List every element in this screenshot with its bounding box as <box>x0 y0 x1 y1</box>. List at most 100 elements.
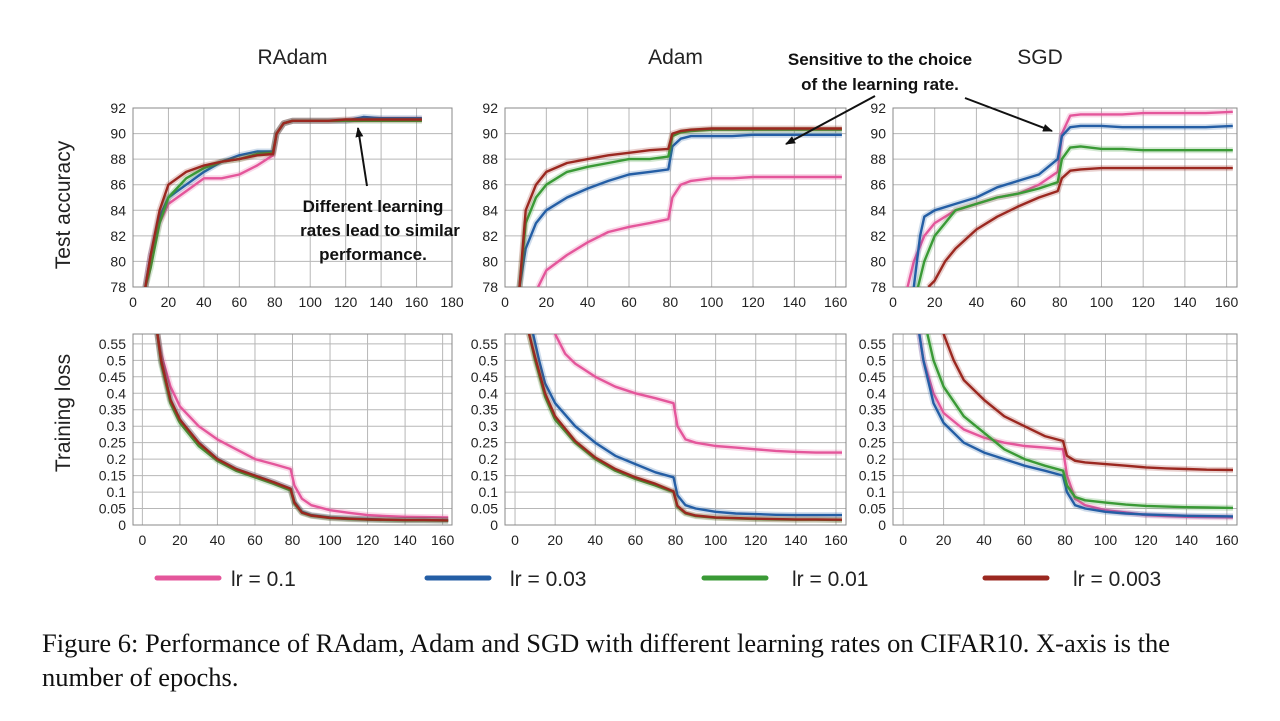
y-tick-label: 0.35 <box>471 402 498 418</box>
y-tick-label: 86 <box>870 177 886 193</box>
panel-sgd-accuracy: 0 20 40 60 80 100 120 140 160 78 80 82 84 86 88 90 92 SGD <box>870 46 1238 310</box>
panel-radam-accuracy: 0 20 40 60 80 100 120 140 160 180 78 80 82 84 86 88 90 92… <box>110 46 463 310</box>
x-tick-label: 60 <box>232 294 248 310</box>
annotation-sensitivity-line-2: of the learning rate. <box>801 75 959 94</box>
y-tick-label: 88 <box>110 151 126 167</box>
series-line-lr0.01 <box>916 145 1233 287</box>
x-tick-label: 160 <box>824 532 848 548</box>
series-line-lr0.01 <box>518 128 842 287</box>
x-tick-label: 100 <box>318 532 342 548</box>
x-tick-label: 20 <box>927 294 943 310</box>
y-tick-label: 0 <box>118 517 126 533</box>
series-band-lr0.01 <box>516 126 842 287</box>
x-tick-label: 60 <box>1010 294 1026 310</box>
y-tick-label: 0.5 <box>479 352 499 368</box>
legend: lr = 0.1 lr = 0.03 lr = 0.01 lr = 0.003 <box>154 568 1161 591</box>
panel-adam-accuracy: 0 20 40 60 80 100 120 140 160 78 80 82 84 86 88 90 92 Ada… <box>482 46 847 310</box>
x-tick-label: 80 <box>285 532 301 548</box>
y-tick-label: 84 <box>482 202 498 218</box>
x-tick-label: 140 <box>393 532 417 548</box>
y-tick-label: 90 <box>870 126 886 142</box>
legend-item-lr-0.03: lr = 0.03 <box>424 568 586 591</box>
x-tick-label: 120 <box>334 294 358 310</box>
x-tick-label: 20 <box>547 532 563 548</box>
series-line-lr0.1 <box>156 334 449 519</box>
x-tick-label: 140 <box>783 294 807 310</box>
x-tick-label: 120 <box>1134 532 1158 548</box>
x-tick-label: 180 <box>440 294 464 310</box>
x-tick-label: 160 <box>431 532 455 548</box>
x-tick-label: 0 <box>889 294 897 310</box>
x-tick-label: 20 <box>936 532 952 548</box>
series-group <box>904 108 1233 287</box>
y-tick-label: 92 <box>482 100 498 116</box>
x-tick-label: 120 <box>1132 294 1156 310</box>
x-tick-label: 100 <box>299 294 323 310</box>
y-tick-label: 0.25 <box>859 435 886 451</box>
series-group <box>142 114 422 287</box>
y-tick-label: 0.05 <box>471 501 498 517</box>
y-tick-label: 78 <box>870 279 886 295</box>
series-line-lr0.03 <box>531 334 842 517</box>
y-tick-label: 0.05 <box>859 501 886 517</box>
annotation-radam-line-3: performance. <box>319 245 427 264</box>
x-tick-label: 160 <box>1215 294 1239 310</box>
series-line-lr0.1 <box>554 334 842 454</box>
y-tick-label: 0.15 <box>99 468 126 484</box>
y-tick-label: 86 <box>110 177 126 193</box>
y-tick-label: 0.05 <box>99 501 126 517</box>
annotation-radam-line-2: rates lead to similar <box>300 221 460 240</box>
x-tick-label: 80 <box>267 294 283 310</box>
y-tick-label: 82 <box>870 228 886 244</box>
series-line-lr0.03 <box>912 124 1233 287</box>
x-tick-label: 160 <box>1215 532 1239 548</box>
x-tick-label: 100 <box>1094 532 1118 548</box>
y-tick-label: 78 <box>110 279 126 295</box>
y-tick-label: 0.45 <box>859 369 886 385</box>
annotation-radam: Different learning rates lead to similar… <box>300 127 460 264</box>
series-line-lr0.003 <box>942 334 1234 472</box>
series-band-lr0.1 <box>154 334 449 521</box>
y-tick-label: 0.55 <box>859 336 886 352</box>
x-tick-label: 100 <box>700 294 724 310</box>
legend-item-lr-0.01: lr = 0.01 <box>701 568 868 591</box>
series-line-lr0.003 <box>156 334 449 522</box>
x-tick-label: 40 <box>587 532 603 548</box>
x-tick-label: 140 <box>369 294 393 310</box>
y-tick-label: 84 <box>110 202 126 218</box>
y-tick-label: 0.15 <box>859 468 886 484</box>
x-tick-label: 120 <box>744 532 768 548</box>
legend-label-lr-0.1: lr = 0.1 <box>231 568 296 591</box>
y-tick-label: 82 <box>110 228 126 244</box>
series-group <box>916 334 1234 521</box>
y-tick-label: 0.3 <box>479 418 499 434</box>
series-band-lr0.1 <box>904 108 1233 287</box>
y-tick-label: 0.15 <box>471 468 498 484</box>
series-line-lr0.1 <box>537 175 842 287</box>
x-tick-label: 140 <box>1173 294 1197 310</box>
series-band-lr0.03 <box>516 131 842 287</box>
y-tick-label: 80 <box>870 253 886 269</box>
series-line-lr0.003 <box>927 166 1233 287</box>
x-tick-label: 20 <box>539 294 555 310</box>
x-tick-label: 20 <box>172 532 188 548</box>
y-tick-label: 0.2 <box>107 451 127 467</box>
plot-frame <box>132 333 453 526</box>
series-line-lr0.003 <box>518 127 842 287</box>
row-label-training-loss: Training loss <box>52 354 75 472</box>
y-tick-label: 0.25 <box>471 435 498 451</box>
y-tick-label: 0.3 <box>107 418 127 434</box>
x-tick-label: 0 <box>501 294 509 310</box>
x-tick-label: 40 <box>210 532 226 548</box>
x-tick-label: 100 <box>1090 294 1114 310</box>
y-tick-label: 78 <box>482 279 498 295</box>
x-tick-label: 100 <box>704 532 728 548</box>
annotation-radam-line-1: Different learning <box>303 197 444 216</box>
y-tick-label: 0.1 <box>479 484 499 500</box>
x-tick-label: 40 <box>976 532 992 548</box>
y-tick-label: 0.45 <box>471 369 498 385</box>
series-line-lr0.01 <box>926 334 1234 510</box>
x-tick-label: 80 <box>1052 294 1068 310</box>
y-tick-label: 0.2 <box>867 451 887 467</box>
annotation-arrow-to-sgd <box>964 97 1053 132</box>
